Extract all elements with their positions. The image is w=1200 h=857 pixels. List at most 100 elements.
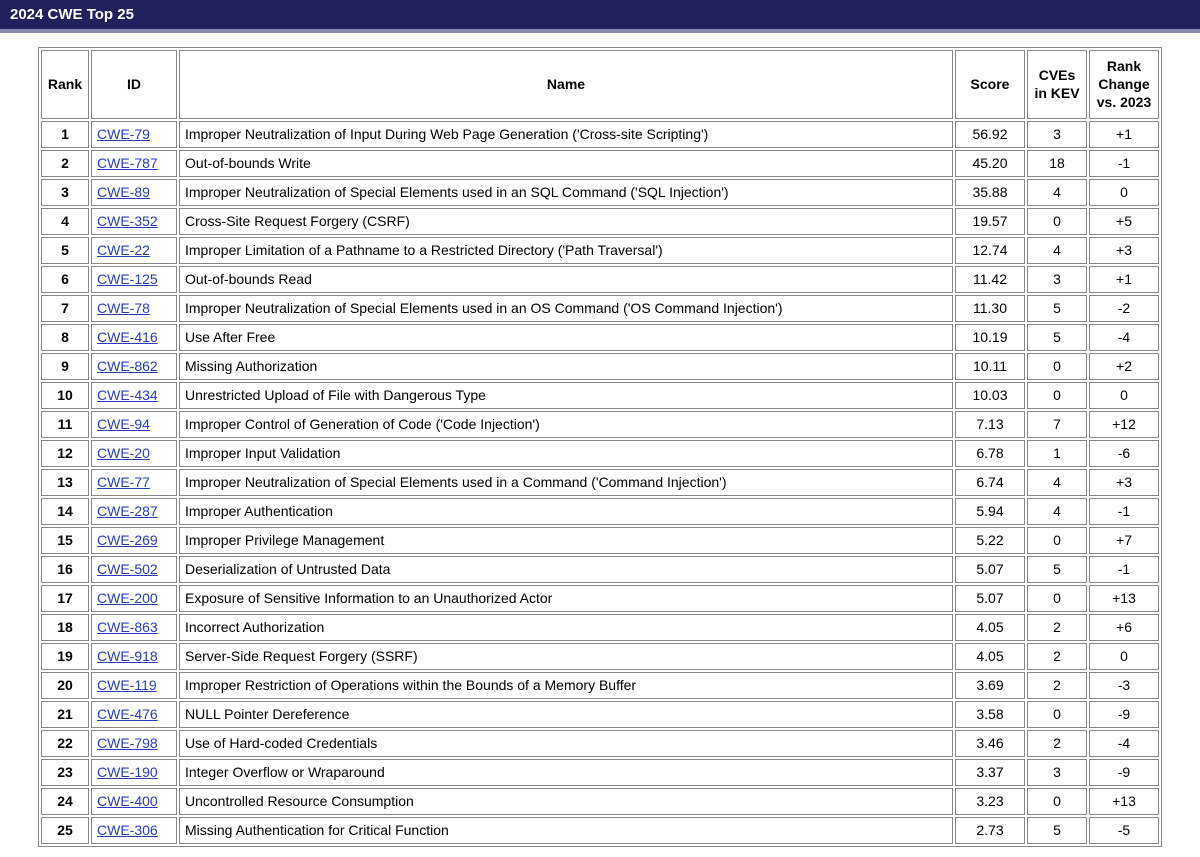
cwe-link[interactable]: CWE-20 <box>97 445 150 461</box>
cwe-link[interactable]: CWE-416 <box>97 329 158 345</box>
cwe-link[interactable]: CWE-119 <box>97 677 157 693</box>
cwe-top25-table: Rank ID Name Score CVEs in KEV Rank Chan… <box>38 47 1162 847</box>
cwe-link[interactable]: CWE-918 <box>97 648 158 664</box>
cell-kev: 4 <box>1027 179 1087 206</box>
cell-kev: 3 <box>1027 759 1087 786</box>
col-header-name: Name <box>179 50 953 119</box>
table-container: Rank ID Name Score CVEs in KEV Rank Chan… <box>0 33 1200 857</box>
cell-change: 0 <box>1089 643 1159 670</box>
cwe-link[interactable]: CWE-22 <box>97 242 150 258</box>
col-header-change: Rank Change vs. 2023 <box>1089 50 1159 119</box>
cwe-link[interactable]: CWE-434 <box>97 387 158 403</box>
cell-name: Improper Limitation of a Pathname to a R… <box>179 237 953 264</box>
cell-rank: 23 <box>41 759 89 786</box>
cell-rank: 22 <box>41 730 89 757</box>
table-row: 2CWE-787Out-of-bounds Write45.2018-1 <box>41 150 1159 177</box>
cell-id: CWE-502 <box>91 556 177 583</box>
cell-rank: 15 <box>41 527 89 554</box>
cell-rank: 16 <box>41 556 89 583</box>
cell-kev: 4 <box>1027 237 1087 264</box>
cell-change: +6 <box>1089 614 1159 641</box>
cell-kev: 5 <box>1027 295 1087 322</box>
cell-id: CWE-416 <box>91 324 177 351</box>
cwe-link[interactable]: CWE-862 <box>97 358 158 374</box>
cell-change: +2 <box>1089 353 1159 380</box>
cell-kev: 1 <box>1027 440 1087 467</box>
cell-id: CWE-22 <box>91 237 177 264</box>
cell-score: 3.46 <box>955 730 1025 757</box>
cwe-link[interactable]: CWE-352 <box>97 213 158 229</box>
cwe-link[interactable]: CWE-79 <box>97 126 150 142</box>
cell-kev: 7 <box>1027 411 1087 438</box>
cwe-link[interactable]: CWE-78 <box>97 300 150 316</box>
cwe-link[interactable]: CWE-89 <box>97 184 150 200</box>
cwe-link[interactable]: CWE-94 <box>97 416 150 432</box>
cell-rank: 3 <box>41 179 89 206</box>
cell-id: CWE-787 <box>91 150 177 177</box>
table-row: 3CWE-89Improper Neutralization of Specia… <box>41 179 1159 206</box>
cell-id: CWE-77 <box>91 469 177 496</box>
cell-name: Improper Input Validation <box>179 440 953 467</box>
cwe-link[interactable]: CWE-125 <box>97 271 158 287</box>
cell-change: -4 <box>1089 324 1159 351</box>
cwe-link[interactable]: CWE-787 <box>97 155 158 171</box>
cell-kev: 4 <box>1027 469 1087 496</box>
cell-name: Improper Privilege Management <box>179 527 953 554</box>
cell-name: Missing Authentication for Critical Func… <box>179 817 953 844</box>
cell-score: 3.69 <box>955 672 1025 699</box>
cell-score: 7.13 <box>955 411 1025 438</box>
cwe-link[interactable]: CWE-863 <box>97 619 158 635</box>
cell-id: CWE-306 <box>91 817 177 844</box>
cwe-link[interactable]: CWE-77 <box>97 474 150 490</box>
cell-name: Server-Side Request Forgery (SSRF) <box>179 643 953 670</box>
cell-name: Integer Overflow or Wraparound <box>179 759 953 786</box>
cwe-link[interactable]: CWE-400 <box>97 793 158 809</box>
col-header-kev: CVEs in KEV <box>1027 50 1087 119</box>
cwe-link[interactable]: CWE-476 <box>97 706 158 722</box>
cwe-link[interactable]: CWE-287 <box>97 503 158 519</box>
cell-score: 10.03 <box>955 382 1025 409</box>
cwe-link[interactable]: CWE-306 <box>97 822 158 838</box>
cell-score: 3.37 <box>955 759 1025 786</box>
page-header: 2024 CWE Top 25 <box>0 0 1200 33</box>
cell-name: Exposure of Sensitive Information to an … <box>179 585 953 612</box>
cell-id: CWE-918 <box>91 643 177 670</box>
cell-name: Unrestricted Upload of File with Dangero… <box>179 382 953 409</box>
cell-score: 11.42 <box>955 266 1025 293</box>
table-header-row: Rank ID Name Score CVEs in KEV Rank Chan… <box>41 50 1159 119</box>
cwe-link[interactable]: CWE-269 <box>97 532 158 548</box>
cell-change: +1 <box>1089 121 1159 148</box>
cell-change: -1 <box>1089 498 1159 525</box>
cell-change: +3 <box>1089 237 1159 264</box>
cell-id: CWE-269 <box>91 527 177 554</box>
table-row: 20CWE-119Improper Restriction of Operati… <box>41 672 1159 699</box>
table-row: 22CWE-798Use of Hard-coded Credentials3.… <box>41 730 1159 757</box>
cwe-link[interactable]: CWE-502 <box>97 561 158 577</box>
cell-kev: 3 <box>1027 266 1087 293</box>
cwe-link[interactable]: CWE-798 <box>97 735 158 751</box>
cell-score: 5.07 <box>955 585 1025 612</box>
col-header-rank: Rank <box>41 50 89 119</box>
cell-id: CWE-79 <box>91 121 177 148</box>
cell-score: 11.30 <box>955 295 1025 322</box>
cell-rank: 10 <box>41 382 89 409</box>
cell-name: Improper Neutralization of Special Eleme… <box>179 469 953 496</box>
cwe-link[interactable]: CWE-190 <box>97 764 158 780</box>
cell-rank: 11 <box>41 411 89 438</box>
cell-id: CWE-400 <box>91 788 177 815</box>
cell-rank: 5 <box>41 237 89 264</box>
cell-change: -9 <box>1089 701 1159 728</box>
cell-rank: 18 <box>41 614 89 641</box>
cell-rank: 2 <box>41 150 89 177</box>
cell-rank: 12 <box>41 440 89 467</box>
cell-id: CWE-287 <box>91 498 177 525</box>
table-row: 16CWE-502Deserialization of Untrusted Da… <box>41 556 1159 583</box>
cell-kev: 18 <box>1027 150 1087 177</box>
table-body: 1CWE-79Improper Neutralization of Input … <box>41 121 1159 844</box>
cell-score: 56.92 <box>955 121 1025 148</box>
cell-score: 6.74 <box>955 469 1025 496</box>
cell-name: Out-of-bounds Write <box>179 150 953 177</box>
cell-kev: 0 <box>1027 788 1087 815</box>
cwe-link[interactable]: CWE-200 <box>97 590 158 606</box>
table-row: 14CWE-287Improper Authentication5.944-1 <box>41 498 1159 525</box>
